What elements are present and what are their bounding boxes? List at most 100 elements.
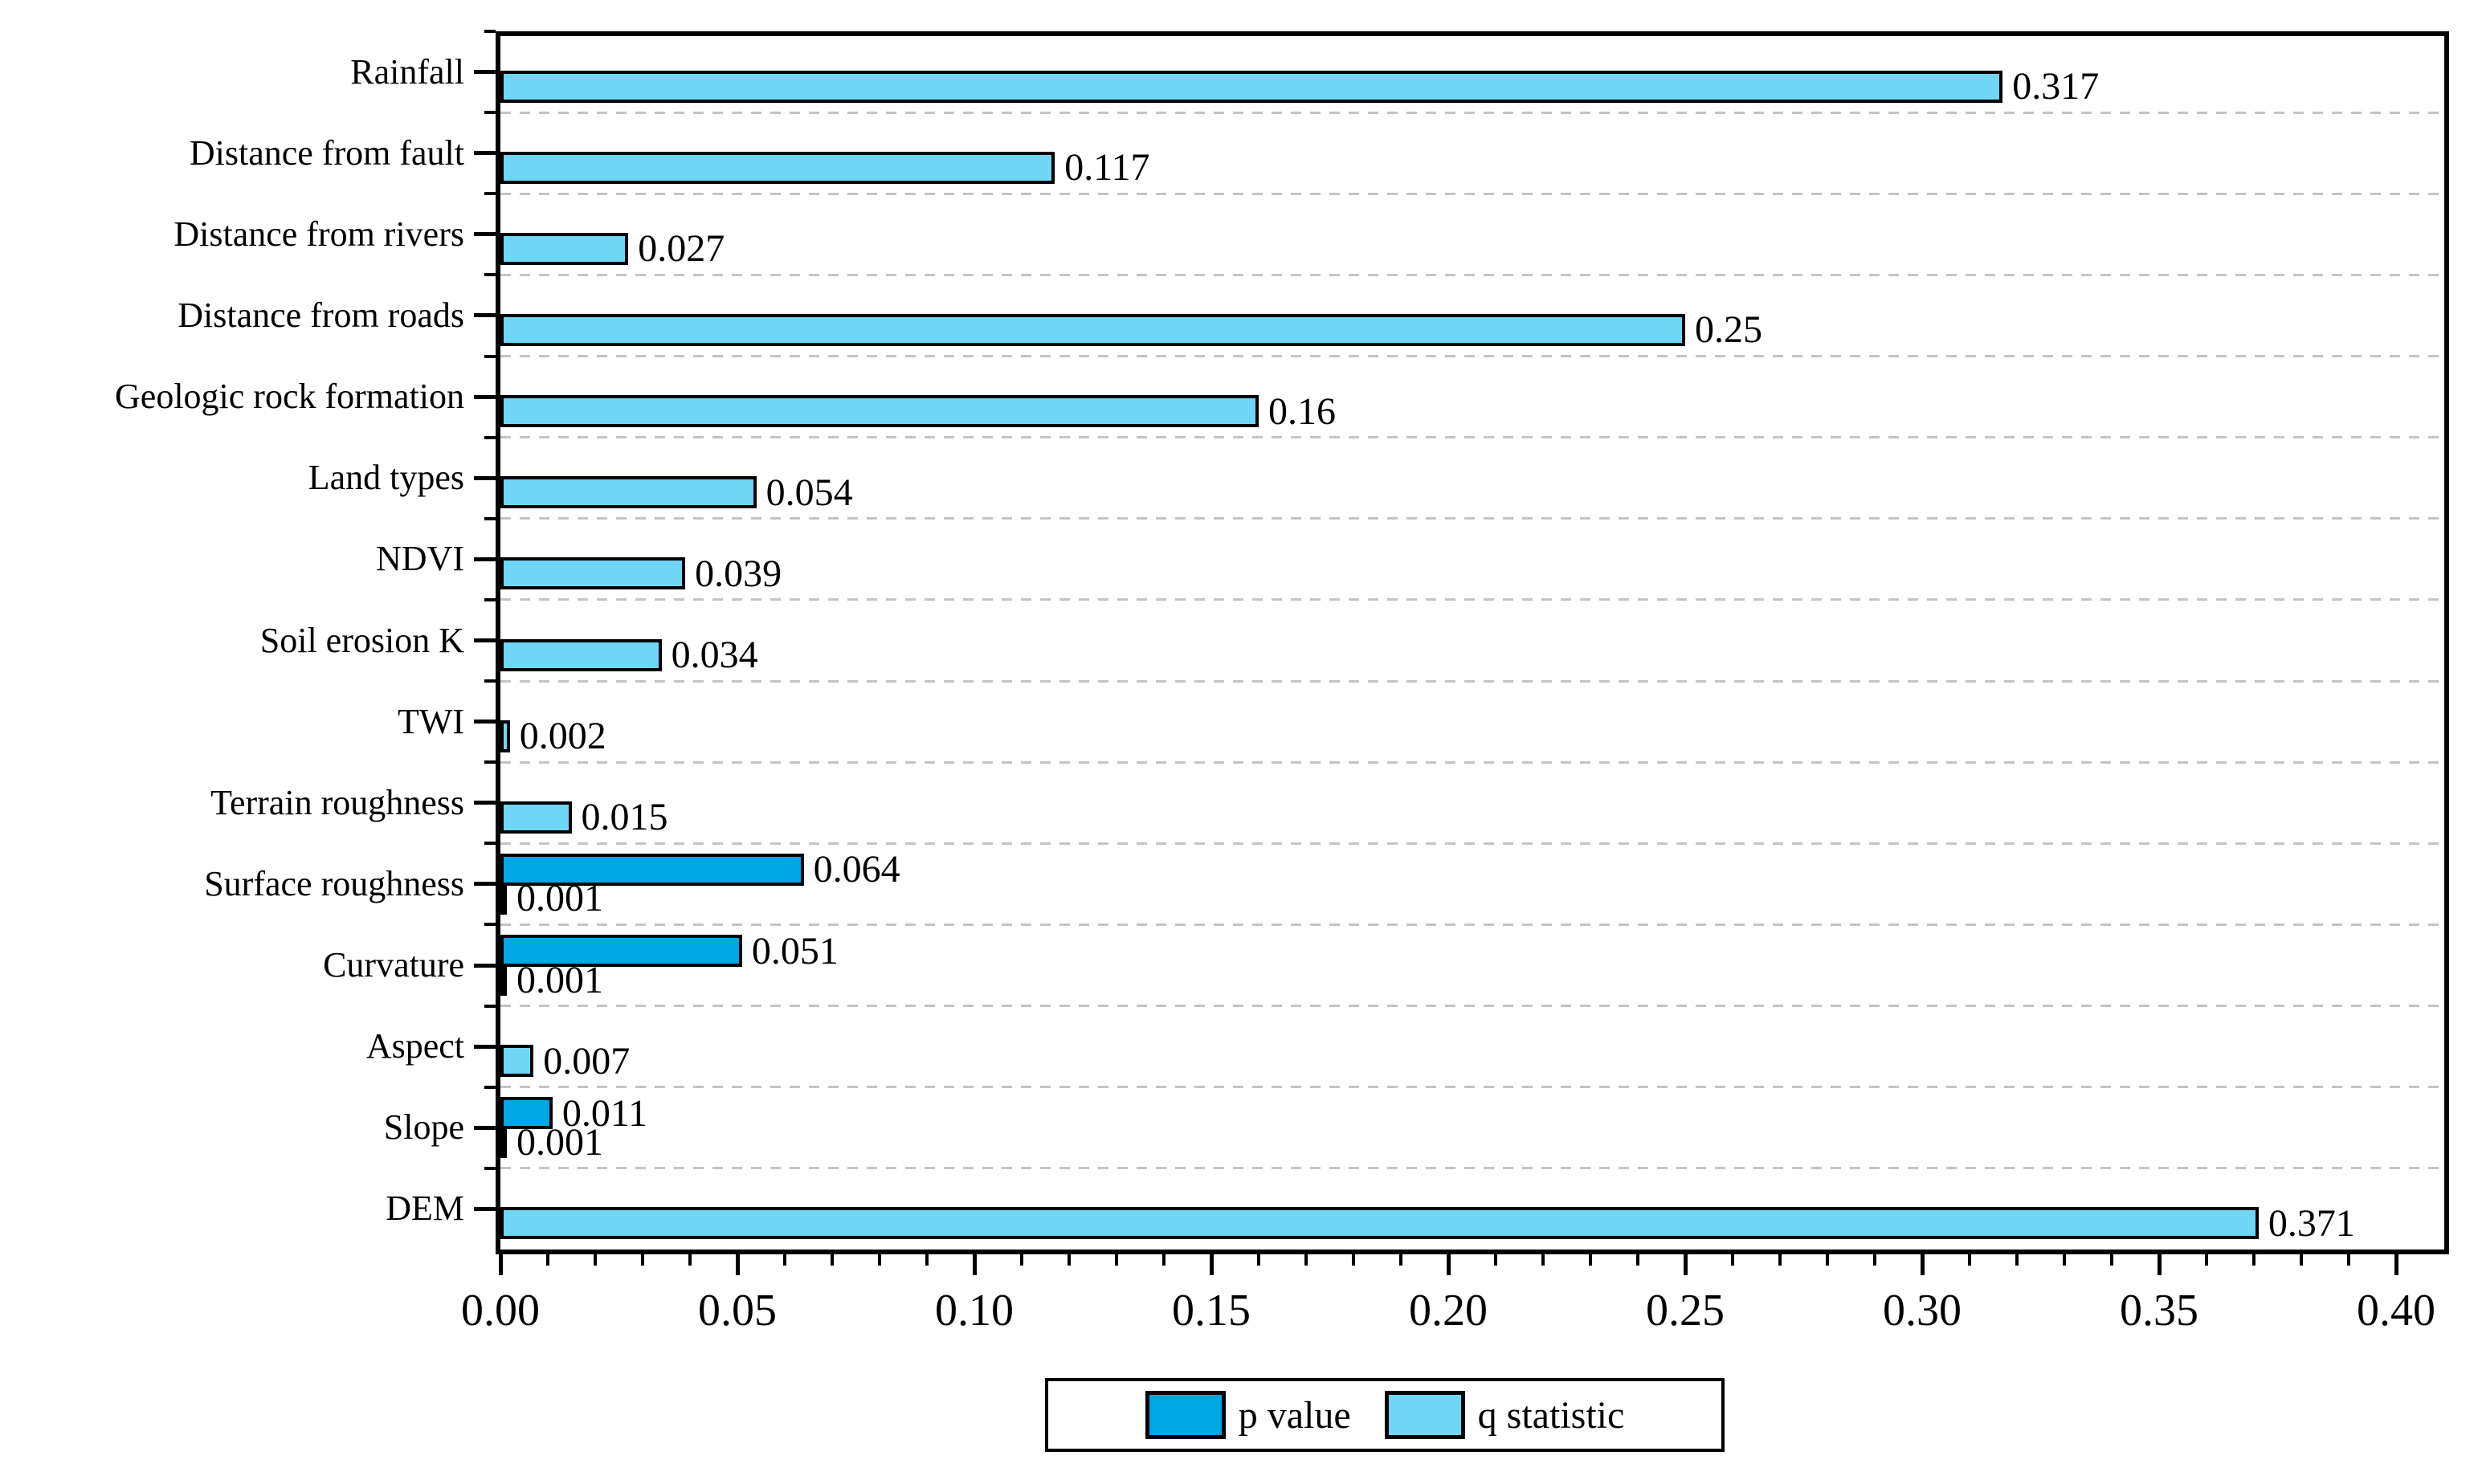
- category-label: Rainfall: [350, 51, 464, 92]
- category-label: DEM: [386, 1188, 464, 1229]
- x-major-tick: [1209, 1254, 1214, 1275]
- x-minor-tick: [1731, 1254, 1734, 1266]
- y-major-tick: [474, 801, 496, 805]
- gridline: [500, 598, 2444, 601]
- y-minor-tick: [484, 760, 496, 764]
- y-minor-tick: [484, 1166, 496, 1170]
- category-label: Distance from rivers: [174, 214, 464, 254]
- x-minor-tick: [783, 1254, 786, 1266]
- category-label: Terrain roughness: [210, 782, 464, 822]
- y-major-tick: [474, 1044, 496, 1049]
- x-minor-tick: [2063, 1254, 2066, 1266]
- category-label: TWI: [397, 701, 464, 741]
- x-tick-label: 0.25: [1646, 1286, 1725, 1335]
- y-major-tick: [474, 151, 496, 156]
- legend-label-q-statistic: q statistic: [1477, 1393, 1625, 1437]
- x-minor-tick: [594, 1254, 597, 1266]
- x-minor-tick: [1636, 1254, 1639, 1266]
- x-minor-tick: [1826, 1254, 1829, 1266]
- bar-value-label: 0.001: [516, 1120, 603, 1164]
- y-minor-tick: [484, 597, 496, 601]
- bar-p-value: [500, 935, 742, 968]
- legend: p value q statistic: [1045, 1378, 1725, 1452]
- bar-value-label: 0.117: [1064, 146, 1150, 190]
- bar-value-label: 0.001: [516, 877, 603, 920]
- gridline: [500, 192, 2444, 195]
- x-tick-label: 0.20: [1409, 1286, 1488, 1335]
- bar-value-label: 0.027: [638, 227, 725, 271]
- x-minor-tick: [2110, 1254, 2113, 1266]
- plot-area: 0.317 0.117 0.027 0.25 0.16 0.054 0.039 0.034 0.…: [496, 31, 2449, 1254]
- x-minor-tick: [2300, 1254, 2303, 1266]
- bar-value-label: 0.011: [561, 1091, 648, 1135]
- bar-q-statistic: [500, 1045, 534, 1078]
- bar-value-label: 0.007: [543, 1039, 631, 1082]
- bar-q-statistic: [500, 232, 629, 265]
- y-minor-tick: [484, 435, 496, 439]
- gridline: [500, 436, 2444, 439]
- gridline: [500, 111, 2444, 114]
- bar-value-label: 0.317: [2012, 65, 2100, 108]
- bar-value-label: 0.015: [581, 796, 668, 839]
- bar-q-statistic: [500, 151, 1055, 184]
- category-label: Distance from roads: [178, 295, 464, 335]
- bar-p-value: [500, 853, 804, 886]
- x-minor-tick: [1352, 1254, 1355, 1266]
- x-minor-tick: [1304, 1254, 1308, 1266]
- bar-q-statistic: [500, 70, 2003, 103]
- y-minor-tick: [484, 1004, 496, 1008]
- y-minor-tick: [484, 273, 496, 277]
- x-major-tick: [498, 1254, 503, 1275]
- x-tick-label: 0.40: [2357, 1286, 2435, 1335]
- x-major-tick: [1683, 1254, 1688, 1275]
- y-minor-tick: [484, 1085, 496, 1089]
- gridline: [500, 1086, 2444, 1089]
- x-major-tick: [972, 1254, 977, 1275]
- x-minor-tick: [1162, 1254, 1166, 1266]
- bar-q-statistic: [500, 964, 507, 997]
- category-label: Aspect: [365, 1026, 464, 1066]
- y-major-tick: [474, 70, 496, 75]
- y-minor-tick: [484, 923, 496, 927]
- legend-item-q-statistic: q statistic: [1384, 1391, 1625, 1439]
- x-tick-label: 0.35: [2120, 1286, 2198, 1335]
- gridline: [500, 679, 2444, 683]
- y-major-tick: [474, 313, 496, 318]
- gridline: [500, 517, 2444, 520]
- category-label: Distance from fault: [189, 132, 464, 173]
- x-minor-tick: [688, 1254, 692, 1266]
- legend-item-p-value: p value: [1145, 1391, 1351, 1439]
- bar-q-statistic: [500, 801, 572, 834]
- bar-value-label: 0.25: [1695, 308, 1762, 352]
- x-minor-tick: [1968, 1254, 1971, 1266]
- x-major-tick: [1920, 1254, 1925, 1275]
- y-minor-tick: [484, 842, 496, 846]
- x-minor-tick: [2252, 1254, 2256, 1266]
- bar-value-label: 0.002: [519, 715, 606, 758]
- x-minor-tick: [1257, 1254, 1260, 1266]
- category-label: NDVI: [376, 539, 464, 579]
- x-minor-tick: [1589, 1254, 1592, 1266]
- y-minor-tick: [484, 192, 496, 196]
- x-minor-tick: [1068, 1254, 1071, 1266]
- x-tick-label: 0.15: [1172, 1286, 1251, 1335]
- y-minor-tick: [484, 679, 496, 683]
- y-major-tick: [474, 232, 496, 237]
- category-label: Surface roughness: [204, 863, 464, 903]
- bar-q-statistic: [500, 557, 686, 590]
- x-minor-tick: [546, 1254, 549, 1266]
- gridline: [500, 1005, 2444, 1008]
- x-major-tick: [735, 1254, 740, 1275]
- bar-value-label: 0.034: [671, 634, 758, 676]
- gridline: [500, 923, 2444, 926]
- x-tick-label: 0.30: [1883, 1286, 1962, 1335]
- x-major-tick: [1446, 1254, 1451, 1275]
- bar-q-statistic: [500, 395, 1259, 428]
- x-minor-tick: [878, 1254, 881, 1266]
- category-label: Soil erosion K: [259, 620, 464, 660]
- y-major-tick: [474, 963, 496, 968]
- y-major-tick: [474, 882, 496, 887]
- x-tick-label: 0.10: [935, 1286, 1014, 1335]
- gridline: [500, 842, 2444, 845]
